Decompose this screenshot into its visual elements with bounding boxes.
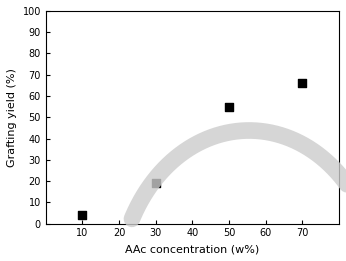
Point	[226, 105, 232, 109]
Point	[80, 213, 85, 217]
X-axis label: AAc concentration (w%): AAc concentration (w%)	[125, 244, 260, 254]
Point	[300, 81, 305, 85]
Point	[153, 181, 158, 185]
Y-axis label: Grafting yield (%): Grafting yield (%)	[7, 68, 17, 167]
